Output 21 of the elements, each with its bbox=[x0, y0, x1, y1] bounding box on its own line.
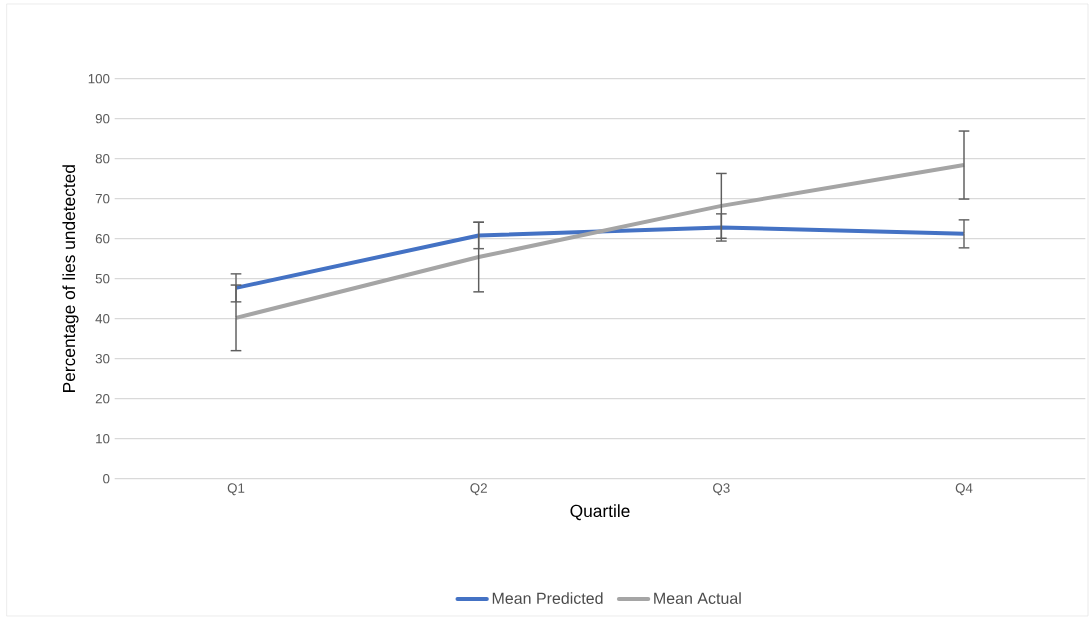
y-axis-title: Percentage of lies undetected bbox=[62, 165, 79, 392]
y-tick-label: 40 bbox=[95, 313, 110, 324]
y-tick-label: 50 bbox=[95, 273, 110, 284]
x-tick-label: Q2 bbox=[470, 483, 487, 496]
y-tick-label: 20 bbox=[95, 393, 110, 404]
y-tick-label: 80 bbox=[95, 153, 110, 164]
y-tick-label: 70 bbox=[95, 193, 110, 204]
y-tick-label: 10 bbox=[96, 433, 110, 444]
legend-label: Mean Predicted bbox=[492, 592, 603, 604]
y-tick-label: 30 bbox=[95, 353, 110, 364]
y-tick-label: 60 bbox=[95, 233, 110, 244]
x-tick-label: Q1 bbox=[227, 483, 245, 496]
legend-label: Mean Actual bbox=[654, 592, 741, 604]
x-tick-label: Q3 bbox=[713, 483, 730, 496]
y-tick-label: 0 bbox=[103, 473, 110, 484]
y-tick-label: 90 bbox=[95, 113, 110, 124]
y-tick-label: 100 bbox=[88, 73, 110, 84]
line-series bbox=[234, 163, 966, 320]
line-series bbox=[234, 225, 966, 290]
x-axis-title: Quartile bbox=[570, 504, 630, 521]
x-tick-label: Q4 bbox=[955, 483, 973, 496]
